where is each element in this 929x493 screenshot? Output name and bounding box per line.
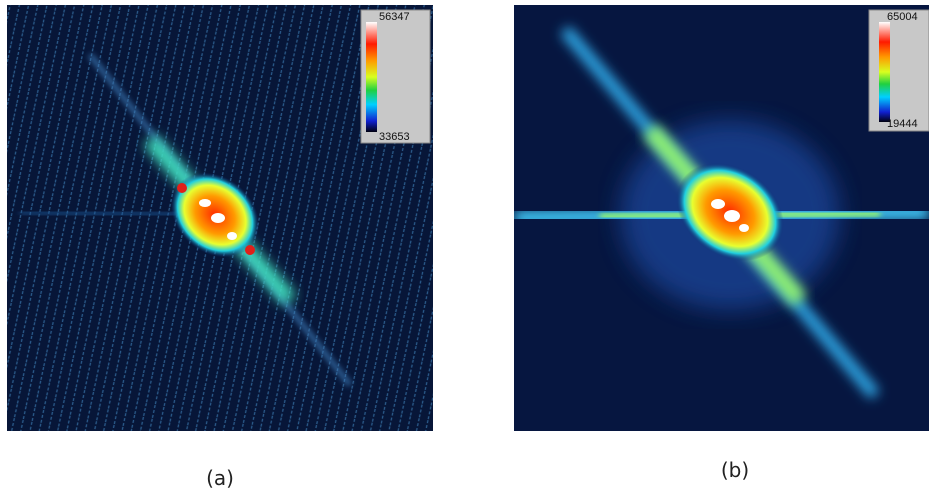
caption-a: (a) <box>206 466 234 490</box>
colorbar-max: 65004 <box>887 11 918 23</box>
colorbar-b: 65004 19444 <box>868 9 929 132</box>
colorbar-a: 56347 33653 <box>360 9 431 144</box>
colorbar-min: 19444 <box>887 118 918 130</box>
caption-b: (b) <box>721 458 749 482</box>
colorbar-min: 33653 <box>379 131 410 143</box>
image-b: 65004 19444 <box>514 5 929 431</box>
image-a: 56347 33653 <box>7 5 433 431</box>
colorbar-max: 56347 <box>379 11 410 23</box>
